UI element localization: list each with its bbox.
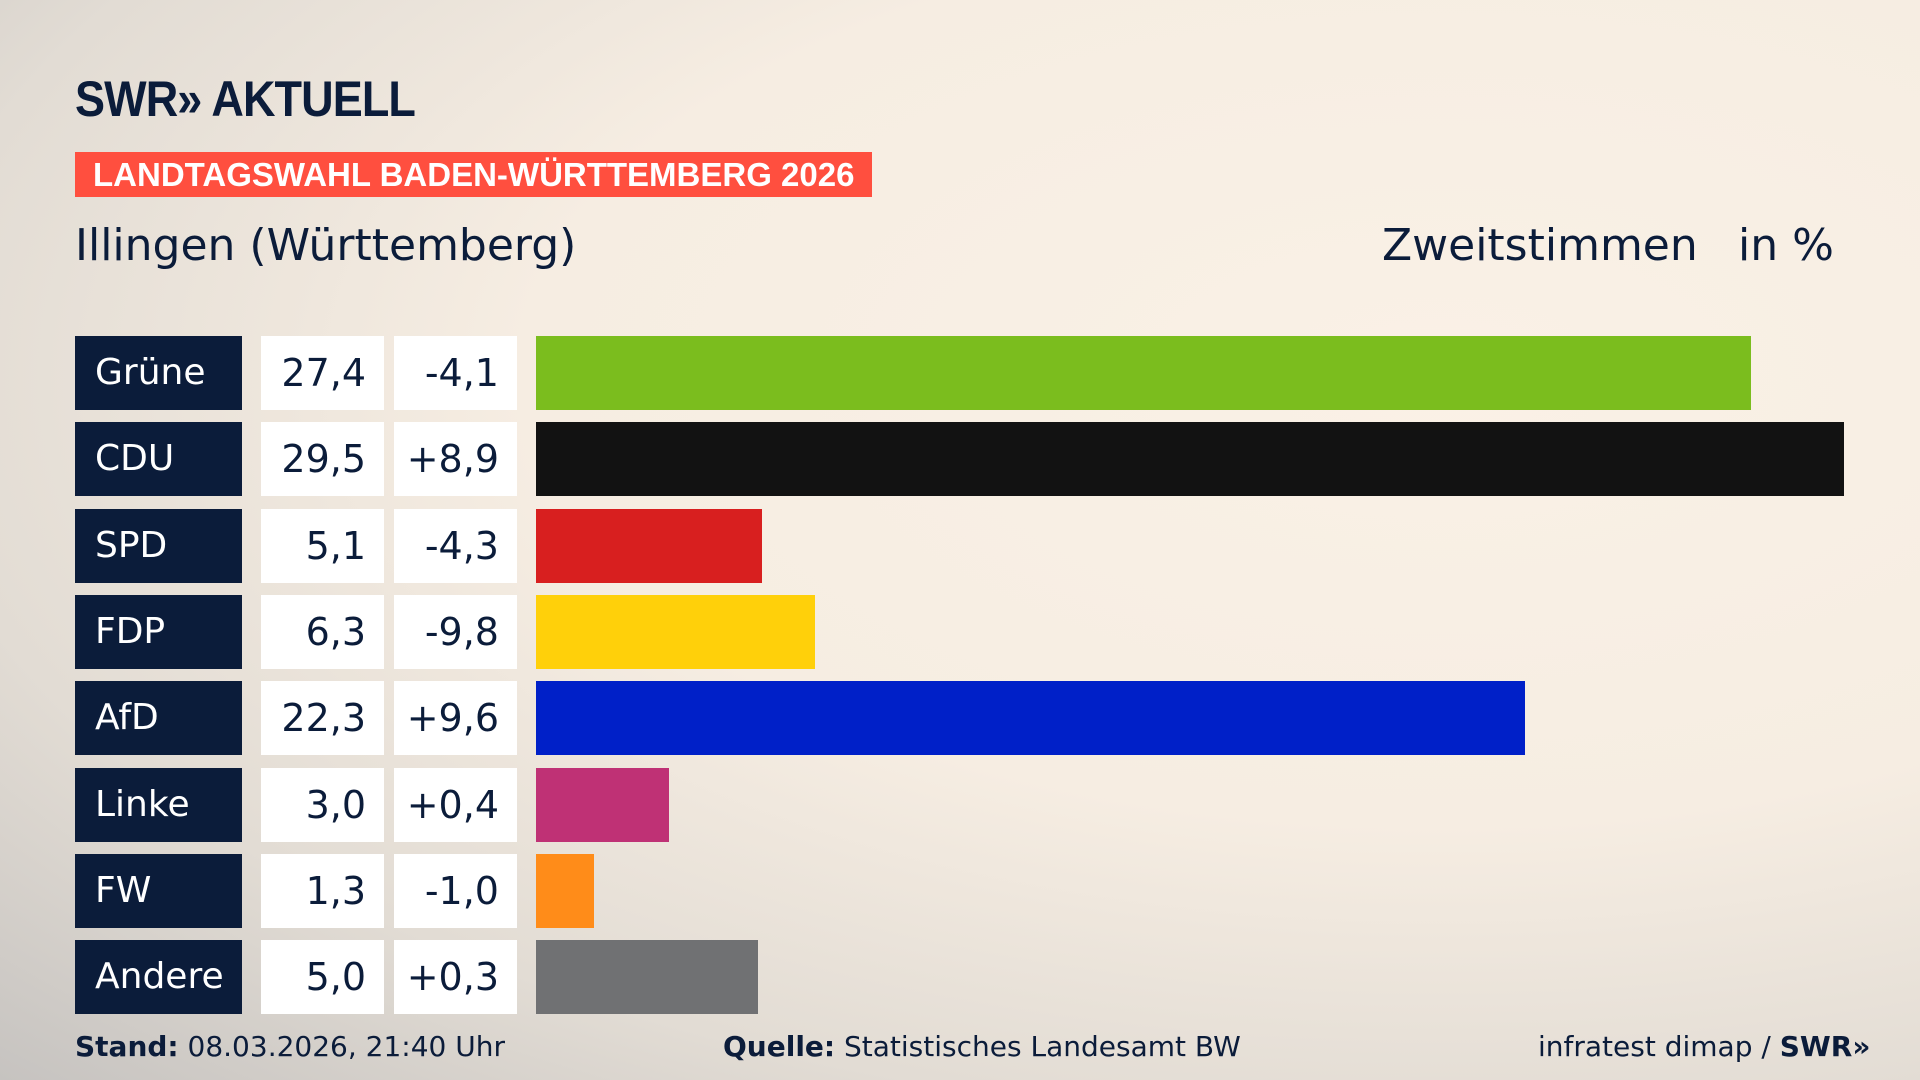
swr-aktuell-logo: SWR» AKTUELL	[75, 71, 416, 127]
stand-value: 08.03.2026, 21:40 Uhr	[187, 1030, 505, 1063]
party-label: Linke	[75, 767, 242, 842]
vote-change: -4,3	[394, 508, 517, 583]
bar	[536, 422, 1844, 497]
vote-share: 1,3	[261, 853, 384, 928]
party-label: AfD	[75, 681, 242, 756]
unit-label: in %	[1738, 220, 1834, 271]
bar	[536, 853, 594, 928]
vote-change: +9,6	[394, 681, 517, 756]
vote-change: -9,8	[394, 594, 517, 669]
timestamp: Stand: 08.03.2026, 21:40 Uhr	[75, 1030, 505, 1063]
metric-label: Zweitstimmen	[1382, 220, 1698, 271]
party-label: Andere	[75, 940, 242, 1015]
vote-change: -1,0	[394, 853, 517, 928]
bar	[536, 508, 763, 583]
party-label: CDU	[75, 422, 242, 497]
vote-share: 22,3	[261, 681, 384, 756]
election-banner: LANDTAGSWAHL BADEN-WÜRTTEMBERG 2026	[75, 152, 873, 197]
vote-change: +0,3	[394, 940, 517, 1015]
swr-logo: SWR»	[1779, 1030, 1871, 1063]
stand-label: Stand:	[75, 1030, 179, 1063]
party-label: FDP	[75, 594, 242, 669]
party-label: SPD	[75, 508, 242, 583]
credit-text: infratest dimap /	[1538, 1030, 1780, 1063]
bar	[536, 594, 816, 669]
bar	[536, 940, 758, 1015]
bar	[536, 681, 1525, 756]
vote-share: 6,3	[261, 594, 384, 669]
bar	[536, 767, 670, 842]
vote-change: +0,4	[394, 767, 517, 842]
vote-change: +8,9	[394, 422, 517, 497]
vote-share: 27,4	[261, 336, 384, 410]
credit: infratest dimap / SWR»	[1538, 1030, 1870, 1063]
source-label: Quelle:	[723, 1030, 836, 1063]
source: Quelle: Statistisches Landesamt BW	[723, 1030, 1241, 1063]
party-label: FW	[75, 853, 242, 928]
vote-share: 5,0	[261, 940, 384, 1015]
party-label: Grüne	[75, 336, 242, 410]
bar	[536, 336, 1751, 410]
vote-share: 29,5	[261, 422, 384, 497]
source-value: Statistisches Landesamt BW	[844, 1030, 1241, 1063]
place-title: Illingen (Württemberg)	[75, 220, 577, 271]
vote-share: 5,1	[261, 508, 384, 583]
vote-change: -4,1	[394, 336, 517, 410]
vote-share: 3,0	[261, 767, 384, 842]
